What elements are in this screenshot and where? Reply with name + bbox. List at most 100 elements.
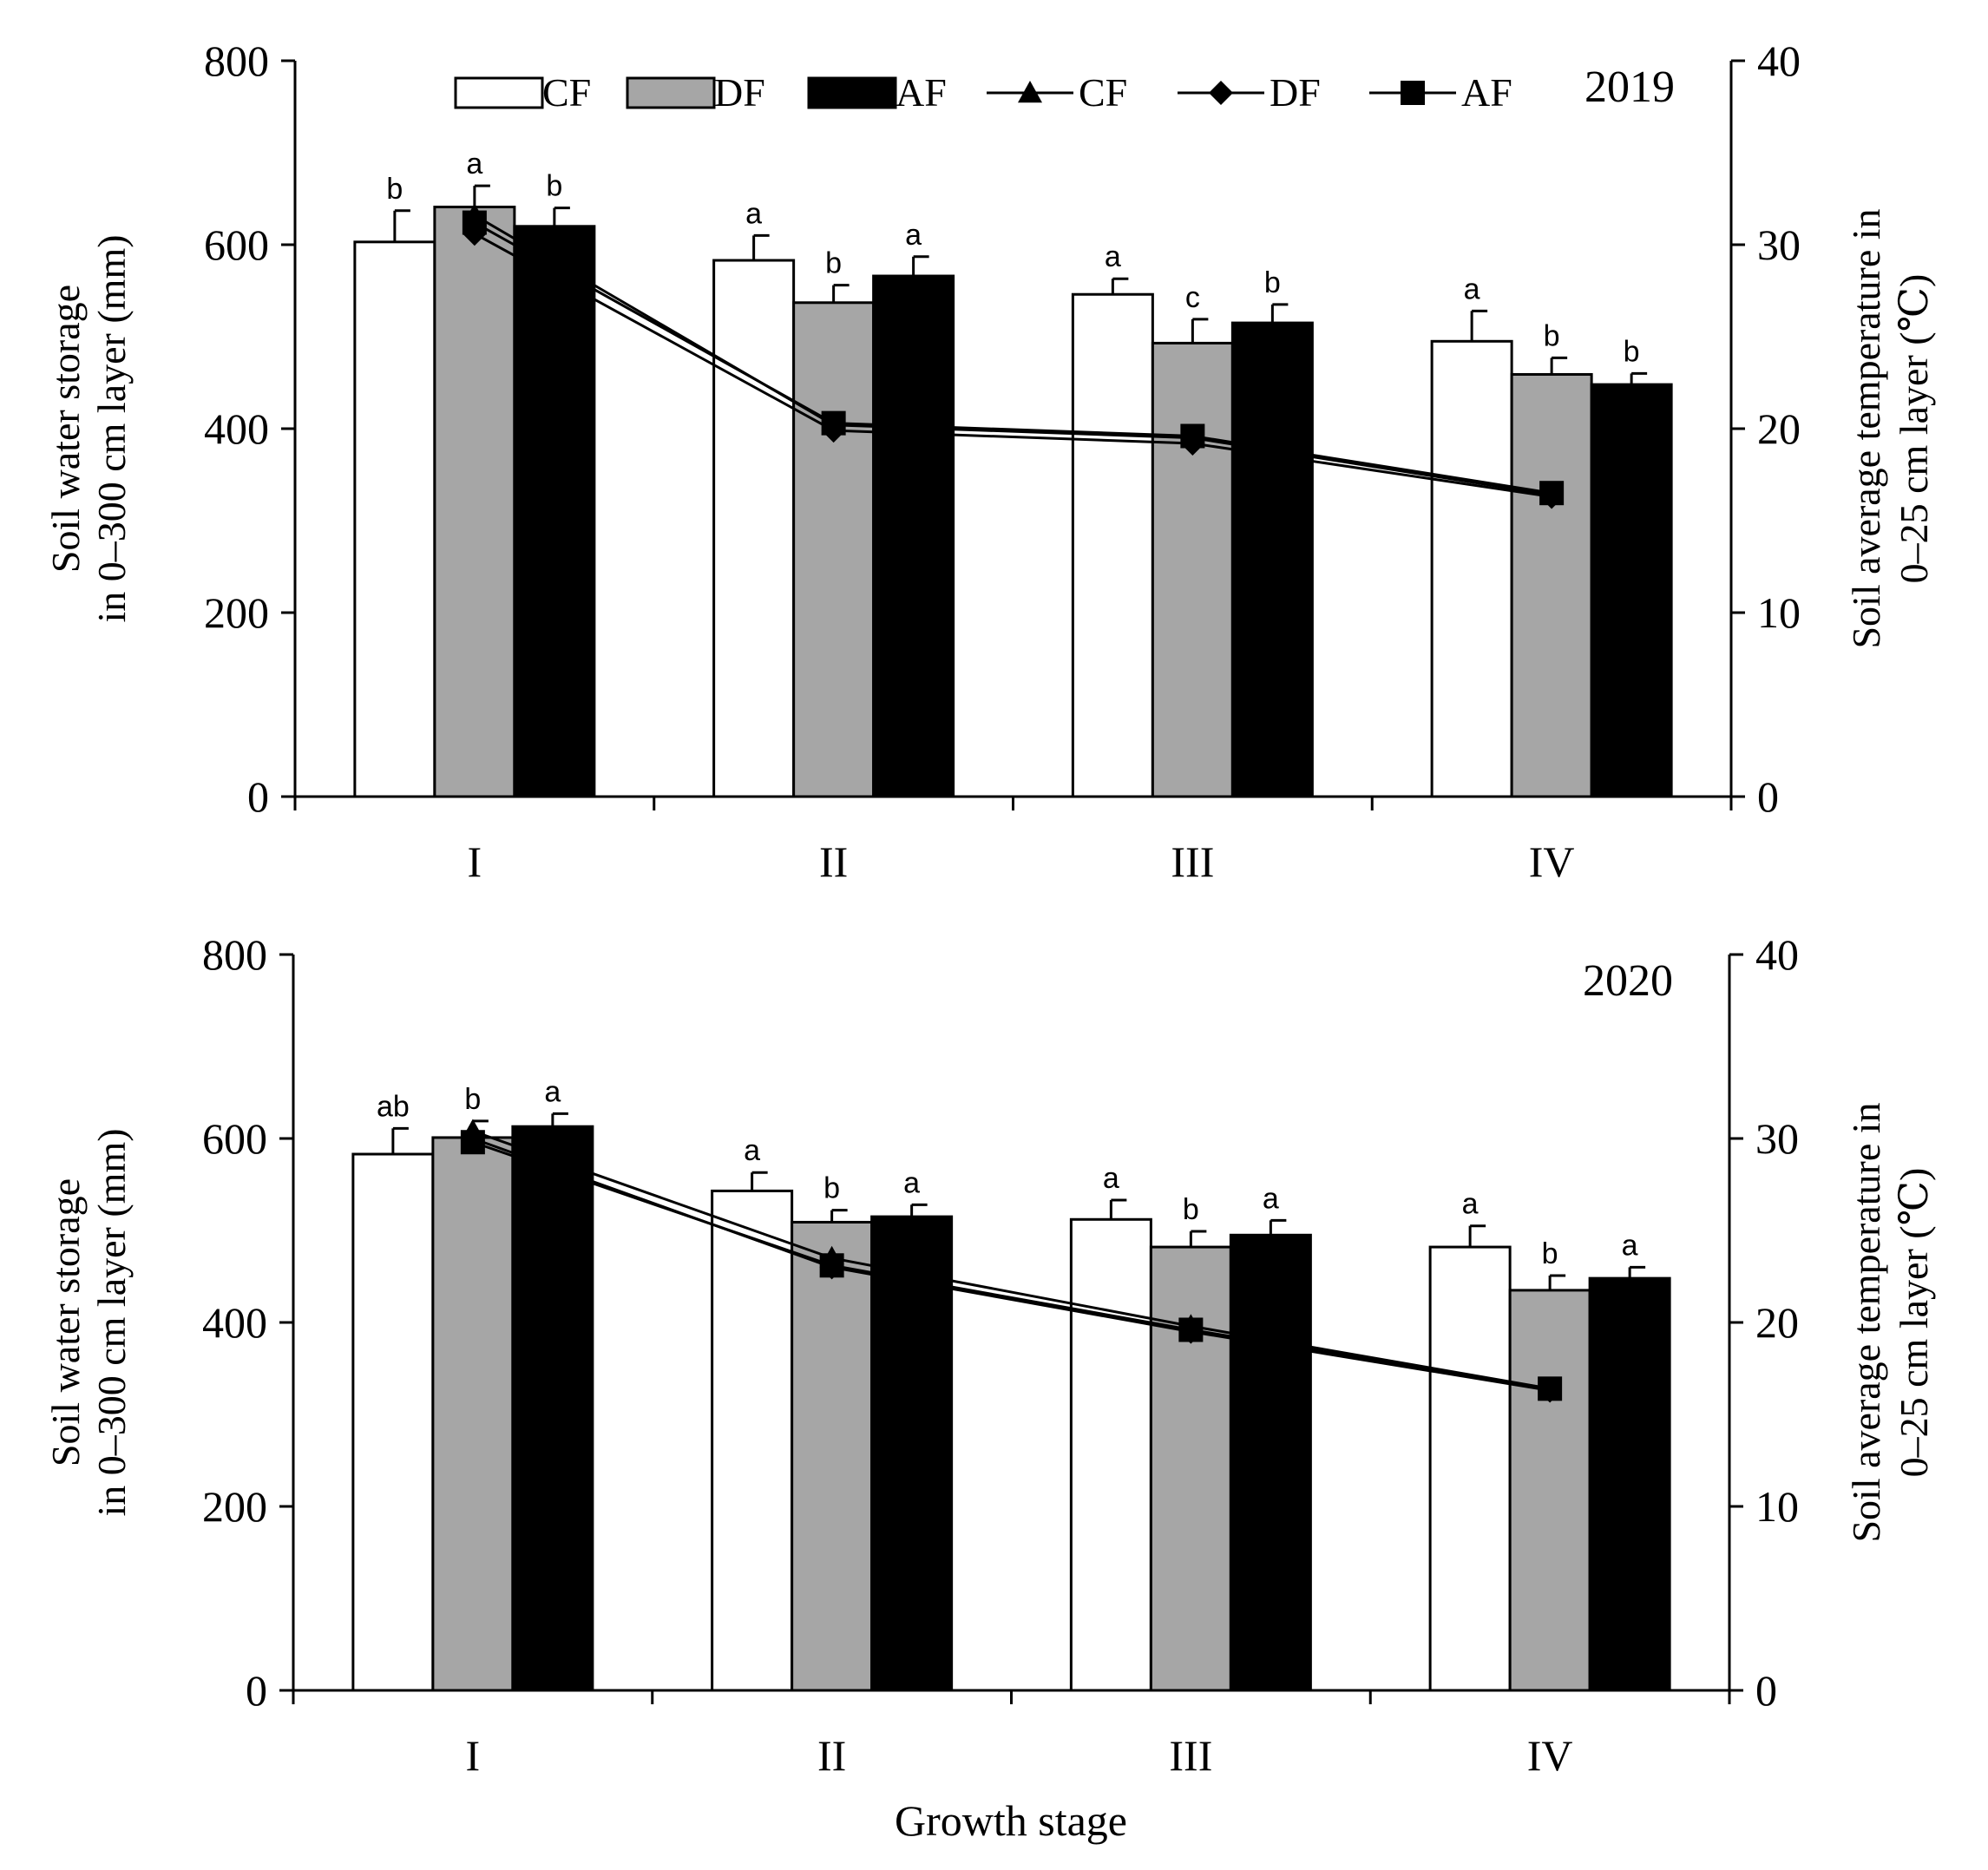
- sig-letter-DF-II: b: [823, 1172, 840, 1205]
- y2-tick-label-30: 30: [1757, 220, 1801, 269]
- y2-axis-title-line-2: 0–25 cm layer (℃): [1892, 274, 1936, 584]
- sig-letter-DF-III: c: [1185, 281, 1200, 314]
- y2-tick-label-0: 0: [1757, 772, 1779, 821]
- sig-letter-CF-I: ab: [377, 1090, 410, 1123]
- legend-bar-label-DF: DF: [714, 70, 765, 115]
- y2-axis-title-line-2: 0–25 cm layer (℃): [1892, 1168, 1936, 1478]
- x-tick-label-IV: IV: [1529, 837, 1575, 886]
- legend-bar-label-AF: AF: [896, 70, 947, 115]
- y-axis-title-line-2: in 0–300 cm layer (mm): [89, 234, 134, 622]
- legend-bar-swatch-AF: [807, 76, 897, 109]
- bar-DF-IV: [1508, 1289, 1591, 1692]
- bar-DF-I: [433, 206, 516, 798]
- chart-2019: 0 200 400 600 800 0 10 20 30 40 Soil water storage…: [43, 36, 1936, 886]
- y-axis-title-line-1: Soil water storage: [43, 285, 88, 573]
- bar-DF-III: [1151, 341, 1234, 798]
- bar-AF-IV: [1590, 383, 1673, 798]
- sig-letter-AF-II: a: [905, 219, 922, 252]
- legend-bar-swatch-DF: [626, 76, 716, 109]
- y-tick-label-400: 400: [204, 404, 269, 453]
- bar-CF-IV: [1428, 1245, 1512, 1692]
- y-tick-label-800: 800: [202, 930, 267, 979]
- bar-AF-III: [1230, 321, 1314, 798]
- bar-DF-IV: [1510, 372, 1593, 798]
- temp-line-CF: [474, 213, 1552, 496]
- sig-letter-AF-II: a: [903, 1166, 920, 1199]
- y-tick-label-400: 400: [202, 1298, 267, 1347]
- y2-tick-label-20: 20: [1757, 404, 1801, 453]
- x-tick-label-II: II: [819, 837, 848, 886]
- sig-letter-AF-III: b: [1264, 266, 1281, 299]
- temp-marker-AF-I: [462, 210, 487, 235]
- y2-tick-label-0: 0: [1755, 1666, 1777, 1715]
- sig-letter-DF-IV: b: [1544, 319, 1560, 352]
- sig-letter-DF-I: a: [466, 148, 482, 180]
- legend-bar-label-CF: CF: [542, 70, 591, 115]
- bar-CF-II: [711, 1189, 794, 1692]
- sig-letter-CF-I: b: [386, 173, 403, 206]
- x-tick-label-III: III: [1169, 1731, 1212, 1780]
- bar-AF-I: [513, 225, 596, 798]
- sig-letter-CF-III: a: [1103, 1162, 1119, 1195]
- y-tick-label-0: 0: [246, 1666, 267, 1715]
- bar-CF-IV: [1430, 339, 1513, 798]
- temp-marker-AF-IV: [1538, 1376, 1563, 1401]
- temp-line-DF: [474, 232, 1552, 498]
- x-tick-label-III: III: [1171, 837, 1214, 886]
- y2-tick-label-10: 10: [1757, 588, 1801, 637]
- y-tick-label-600: 600: [202, 1114, 267, 1163]
- bar-DF-I: [431, 1136, 515, 1692]
- x-tick-label-II: II: [817, 1731, 846, 1780]
- sig-letter-AF-IV: a: [1622, 1229, 1638, 1262]
- y2-tick-label-40: 40: [1755, 930, 1799, 979]
- x-tick-label-I: I: [466, 1731, 481, 1780]
- sig-letter-CF-IV: a: [1464, 272, 1480, 305]
- x-axis-label: Growth stage: [895, 1796, 1127, 1845]
- y2-tick-label-30: 30: [1755, 1114, 1799, 1163]
- legend-line-label-DF: DF: [1270, 70, 1321, 115]
- sig-letter-AF-III: a: [1263, 1182, 1279, 1215]
- legend-bar-swatch-CF: [454, 76, 544, 109]
- bar-AF-II: [870, 1215, 954, 1692]
- legend-marker-AF: [1401, 81, 1425, 105]
- y2-axis-title-line-1: Soil average temperature in: [1844, 1102, 1888, 1542]
- temp-line-CF: [472, 1130, 1551, 1390]
- y-tick-label-0: 0: [247, 772, 269, 821]
- sig-letter-DF-I: b: [464, 1083, 481, 1116]
- bar-DF-III: [1149, 1245, 1232, 1692]
- temp-marker-AF-III: [1178, 1317, 1204, 1342]
- bar-AF-II: [872, 274, 955, 798]
- temp-marker-AF-I: [460, 1130, 485, 1155]
- bar-AF-III: [1229, 1233, 1312, 1692]
- legend-marker-CF: [1018, 81, 1042, 103]
- sig-letter-CF-IV: a: [1462, 1188, 1479, 1221]
- x-tick-label-I: I: [468, 837, 482, 886]
- bar-CF-III: [1071, 292, 1154, 798]
- temp-marker-AF-II: [821, 410, 846, 436]
- y-axis-title-line-1: Soil water storage: [43, 1178, 88, 1466]
- sig-letter-AF-IV: b: [1624, 335, 1640, 368]
- chart-title-year: 2019: [1584, 62, 1675, 112]
- bar-CF-I: [353, 240, 436, 798]
- y2-tick-label-40: 40: [1757, 36, 1801, 85]
- legend-marker-DF: [1209, 81, 1233, 105]
- temp-line-DF: [472, 1137, 1551, 1392]
- chart-title-year: 2020: [1583, 956, 1673, 1006]
- bar-CF-III: [1069, 1217, 1152, 1692]
- y-tick-label-200: 200: [204, 588, 269, 637]
- bar-CF-II: [712, 259, 796, 798]
- sig-letter-AF-I: a: [544, 1075, 561, 1108]
- legend: CF DF AF CF DF AF: [454, 70, 1512, 115]
- temp-marker-AF-III: [1180, 423, 1205, 449]
- y2-axis-title-line-1: Soil average temperature in: [1844, 208, 1888, 648]
- sig-letter-CF-III: a: [1105, 240, 1121, 273]
- temp-marker-AF-II: [819, 1253, 844, 1278]
- y-axis-title-line-2: in 0–300 cm layer (mm): [89, 1128, 134, 1516]
- temp-line-AF: [474, 221, 1552, 495]
- bar-DF-II: [792, 301, 876, 798]
- chart-2020: 0 200 400 600 800 0 10 20 30 40 Soil water storage…: [43, 930, 1936, 1780]
- sig-letter-CF-II: a: [745, 197, 762, 230]
- legend-line-label-AF: AF: [1461, 70, 1512, 115]
- sig-letter-DF-IV: b: [1542, 1237, 1558, 1270]
